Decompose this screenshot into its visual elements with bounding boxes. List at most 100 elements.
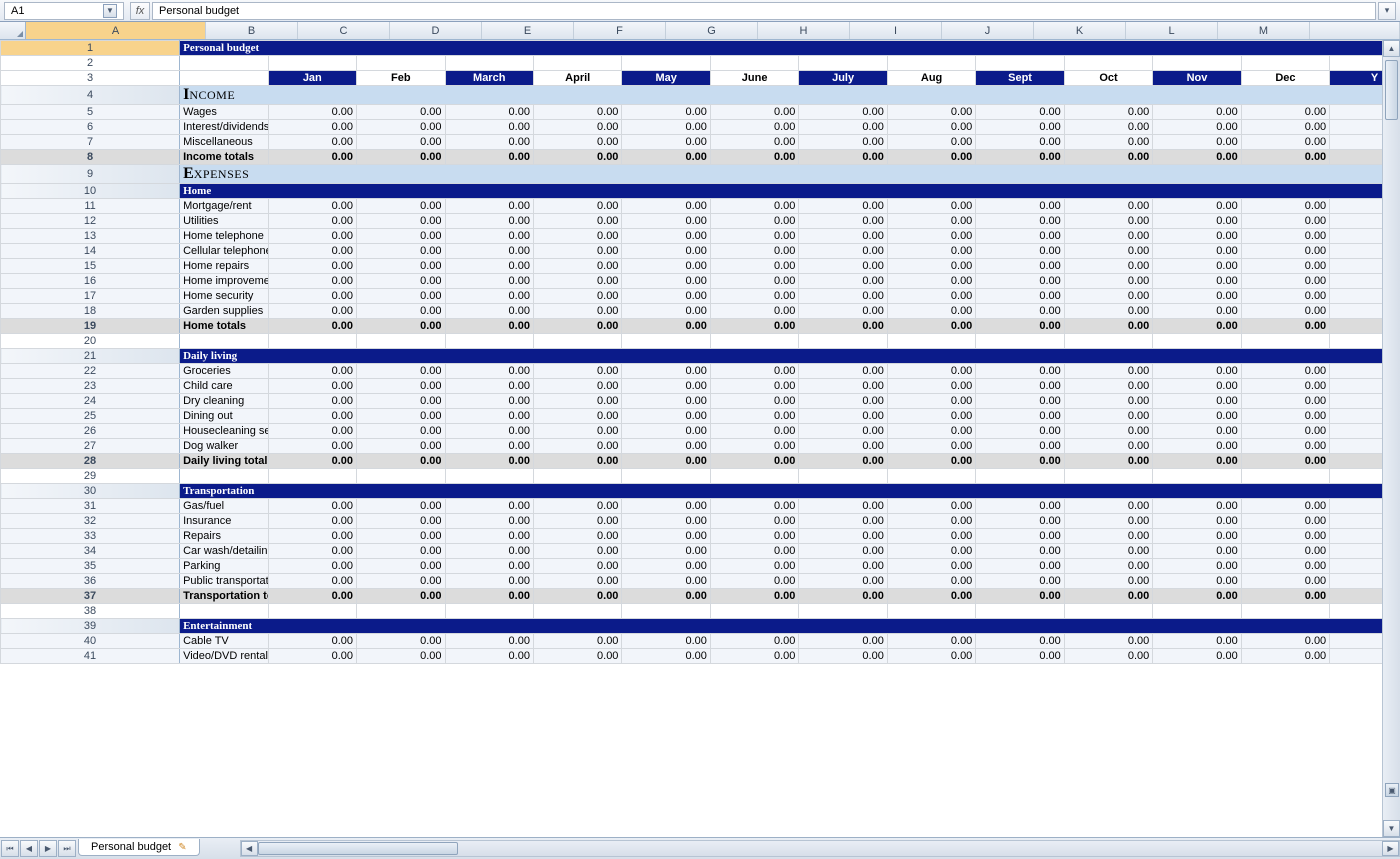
cell[interactable]: 0.00 [887, 634, 975, 649]
cell[interactable] [1153, 469, 1241, 484]
cell[interactable]: 0.00 [357, 514, 445, 529]
cell[interactable]: 0.00 [1064, 199, 1152, 214]
row-header-26[interactable]: 26 [1, 424, 180, 439]
cell[interactable]: 0.00 [799, 150, 887, 165]
cell[interactable]: 0.00 [1064, 514, 1152, 529]
cell[interactable] [976, 469, 1064, 484]
cell[interactable]: 0.00 [976, 259, 1064, 274]
row-label[interactable]: Home telephone [180, 229, 268, 244]
cell[interactable] [976, 604, 1064, 619]
row-label[interactable]: Video/DVD rentals [180, 649, 268, 664]
month-header-Aug[interactable]: Aug [887, 71, 975, 86]
cell[interactable]: 0.00 [976, 514, 1064, 529]
cell[interactable] [1330, 150, 1382, 165]
cell[interactable]: 0.00 [976, 559, 1064, 574]
row-label[interactable]: Garden supplies [180, 304, 268, 319]
cell[interactable]: 0.00 [533, 379, 621, 394]
sheet-nav-last-icon[interactable]: ⏭ [58, 840, 76, 857]
row-label[interactable]: Interest/dividends [180, 120, 268, 135]
cell[interactable]: 0.00 [1241, 214, 1329, 229]
cell[interactable]: 0.00 [1064, 559, 1152, 574]
cell[interactable]: 0.00 [445, 499, 533, 514]
cell[interactable]: 0.00 [268, 150, 356, 165]
cell[interactable]: 0.00 [976, 135, 1064, 150]
row-label[interactable]: Dog walker [180, 439, 268, 454]
cell[interactable]: 0.00 [357, 559, 445, 574]
cell[interactable]: 0.00 [976, 529, 1064, 544]
cell[interactable]: 0.00 [710, 544, 798, 559]
cell[interactable]: 0.00 [799, 244, 887, 259]
cell[interactable]: 0.00 [1064, 274, 1152, 289]
cell[interactable]: 0.00 [357, 199, 445, 214]
cell[interactable]: 0.00 [799, 120, 887, 135]
cell[interactable]: 0.00 [268, 634, 356, 649]
cell[interactable] [622, 334, 710, 349]
cell[interactable] [799, 604, 887, 619]
cell[interactable] [1330, 544, 1382, 559]
cell[interactable]: 0.00 [976, 214, 1064, 229]
cell[interactable]: 0.00 [268, 304, 356, 319]
cell[interactable] [887, 469, 975, 484]
cell[interactable]: 0.00 [887, 394, 975, 409]
cell[interactable]: 0.00 [445, 150, 533, 165]
cell[interactable]: 0.00 [622, 649, 710, 664]
row-header-34[interactable]: 34 [1, 544, 180, 559]
cell[interactable] [1330, 454, 1382, 469]
cell[interactable]: 0.00 [622, 120, 710, 135]
cell[interactable]: 0.00 [799, 379, 887, 394]
cell[interactable]: 0.00 [710, 135, 798, 150]
cell[interactable]: 0.00 [710, 289, 798, 304]
cell[interactable]: 0.00 [1064, 589, 1152, 604]
section-header-expenses[interactable]: EXPENSES [180, 165, 1382, 184]
cell[interactable]: 0.00 [976, 199, 1064, 214]
cell[interactable]: 0.00 [533, 244, 621, 259]
cell[interactable] [268, 469, 356, 484]
cell[interactable]: 0.00 [887, 574, 975, 589]
cell[interactable]: 0.00 [710, 559, 798, 574]
cell[interactable]: 0.00 [1241, 409, 1329, 424]
cell[interactable]: 0.00 [1064, 499, 1152, 514]
scroll-left-icon[interactable]: ◀ [241, 841, 258, 856]
cell[interactable] [533, 604, 621, 619]
cell[interactable]: 0.00 [445, 304, 533, 319]
cell[interactable] [799, 56, 887, 71]
row-label[interactable]: Dry cleaning [180, 394, 268, 409]
cell[interactable]: 0.00 [1153, 529, 1241, 544]
cell[interactable]: 0.00 [799, 454, 887, 469]
row-header-40[interactable]: 40 [1, 634, 180, 649]
cell[interactable]: 0.00 [622, 394, 710, 409]
cell[interactable]: 0.00 [976, 394, 1064, 409]
cell[interactable]: 0.00 [622, 544, 710, 559]
name-box-dropdown-icon[interactable]: ▼ [103, 4, 117, 18]
cell[interactable] [1241, 334, 1329, 349]
cell[interactable] [1330, 56, 1382, 71]
cell[interactable]: 0.00 [887, 319, 975, 334]
cell[interactable]: 0.00 [887, 274, 975, 289]
cell[interactable] [533, 469, 621, 484]
cell[interactable]: 0.00 [1241, 120, 1329, 135]
cell[interactable]: 0.00 [357, 304, 445, 319]
cell[interactable]: 0.00 [1064, 439, 1152, 454]
cell[interactable]: 0.00 [357, 259, 445, 274]
cell[interactable]: 0.00 [976, 499, 1064, 514]
cell[interactable]: 0.00 [622, 199, 710, 214]
cell[interactable]: 0.00 [710, 409, 798, 424]
cell[interactable]: 0.00 [1241, 634, 1329, 649]
sheet-tab[interactable]: Personal budget ✎ [78, 839, 200, 856]
cell[interactable]: 0.00 [1064, 649, 1152, 664]
cell[interactable]: 0.00 [445, 454, 533, 469]
cell[interactable]: 0.00 [799, 364, 887, 379]
cell[interactable]: 0.00 [533, 150, 621, 165]
cell[interactable]: 0.00 [976, 244, 1064, 259]
formula-input[interactable]: Personal budget [152, 2, 1376, 20]
cell[interactable]: 0.00 [622, 289, 710, 304]
cell[interactable]: 0.00 [1064, 364, 1152, 379]
cell[interactable]: 0.00 [622, 214, 710, 229]
cell[interactable]: 0.00 [357, 244, 445, 259]
cell[interactable]: 0.00 [1064, 120, 1152, 135]
spreadsheet-grid[interactable]: 1 Personal budget23JanFebMarchAprilMayJu… [0, 40, 1382, 664]
cell[interactable]: 0.00 [622, 304, 710, 319]
cell[interactable]: 0.00 [887, 304, 975, 319]
cell[interactable] [1330, 135, 1382, 150]
cell[interactable]: 0.00 [799, 199, 887, 214]
